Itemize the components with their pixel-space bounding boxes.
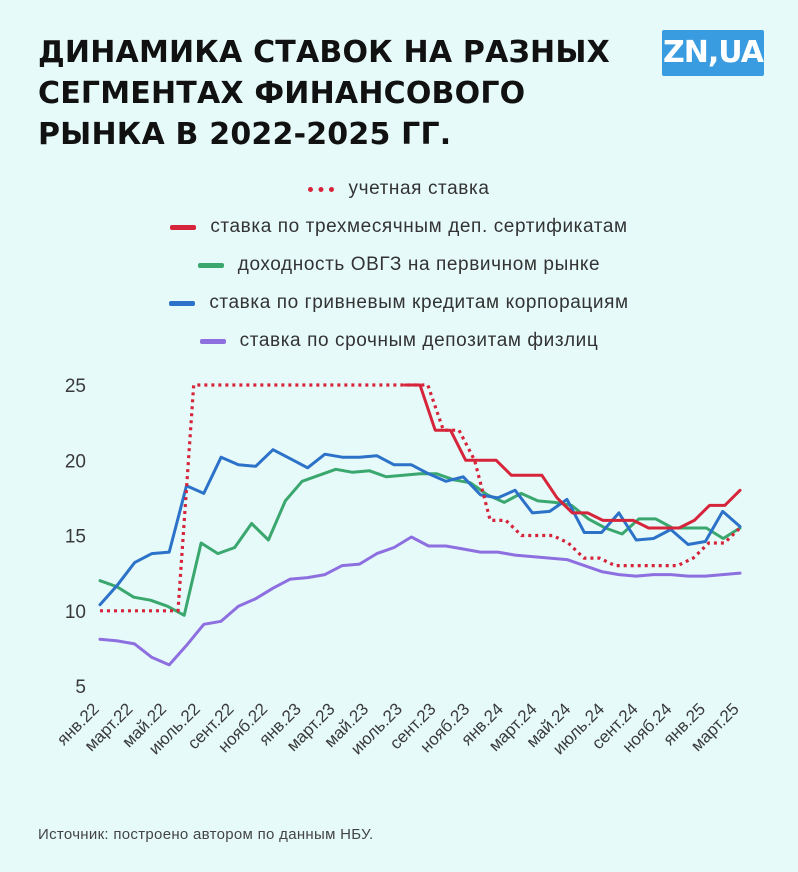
y-tick-label: 5	[75, 677, 86, 698]
legend-item: ставка по трехмесячным деп. сертификатам	[0, 208, 798, 246]
legend-label: ставка по срочным депозитам физлиц	[239, 330, 599, 351]
legend-swatch	[170, 224, 197, 230]
legend-item: ставка по гривневым кредитам корпорациям	[0, 284, 798, 322]
legend-swatch	[308, 186, 335, 192]
legend-item: доходность ОВГЗ на первичном рынке	[0, 246, 798, 284]
chart-title: ДИНАМИКА СТАВОК НА РАЗНЫХ СЕГМЕНТАХ ФИНА…	[38, 35, 610, 152]
legend-label: ставка по гривневым кредитам корпорациям	[209, 292, 629, 313]
y-tick-label: 20	[65, 451, 86, 472]
series-line	[98, 448, 742, 607]
series-line	[100, 383, 742, 613]
series-line	[98, 467, 742, 617]
y-tick-label: 10	[65, 602, 86, 623]
series-line	[403, 383, 742, 530]
y-tick-label: 15	[65, 527, 86, 548]
line-chart: 510152025янв.22март.22май.22июль.22сент.…	[53, 376, 743, 758]
legend-swatch	[169, 300, 196, 306]
legend-item: учетная ставка	[0, 170, 798, 208]
source-note: Источник: построено автором по данным НБ…	[38, 826, 374, 843]
legend-swatch	[199, 338, 226, 344]
legend: учетная ставка ставка по трехмесячным деп…	[0, 170, 798, 360]
legend-swatch	[197, 262, 224, 268]
legend-label: учетная ставка	[348, 178, 490, 199]
zn-ua-logo: ZN,UA	[662, 30, 764, 76]
legend-label: ставка по трехмесячным деп. сертификатам	[210, 216, 628, 237]
y-tick-label: 25	[65, 376, 86, 397]
legend-label: доходность ОВГЗ на первичном рынке	[237, 254, 601, 275]
series-line	[98, 535, 742, 667]
legend-item: ставка по срочным депозитам физлиц	[0, 322, 798, 360]
